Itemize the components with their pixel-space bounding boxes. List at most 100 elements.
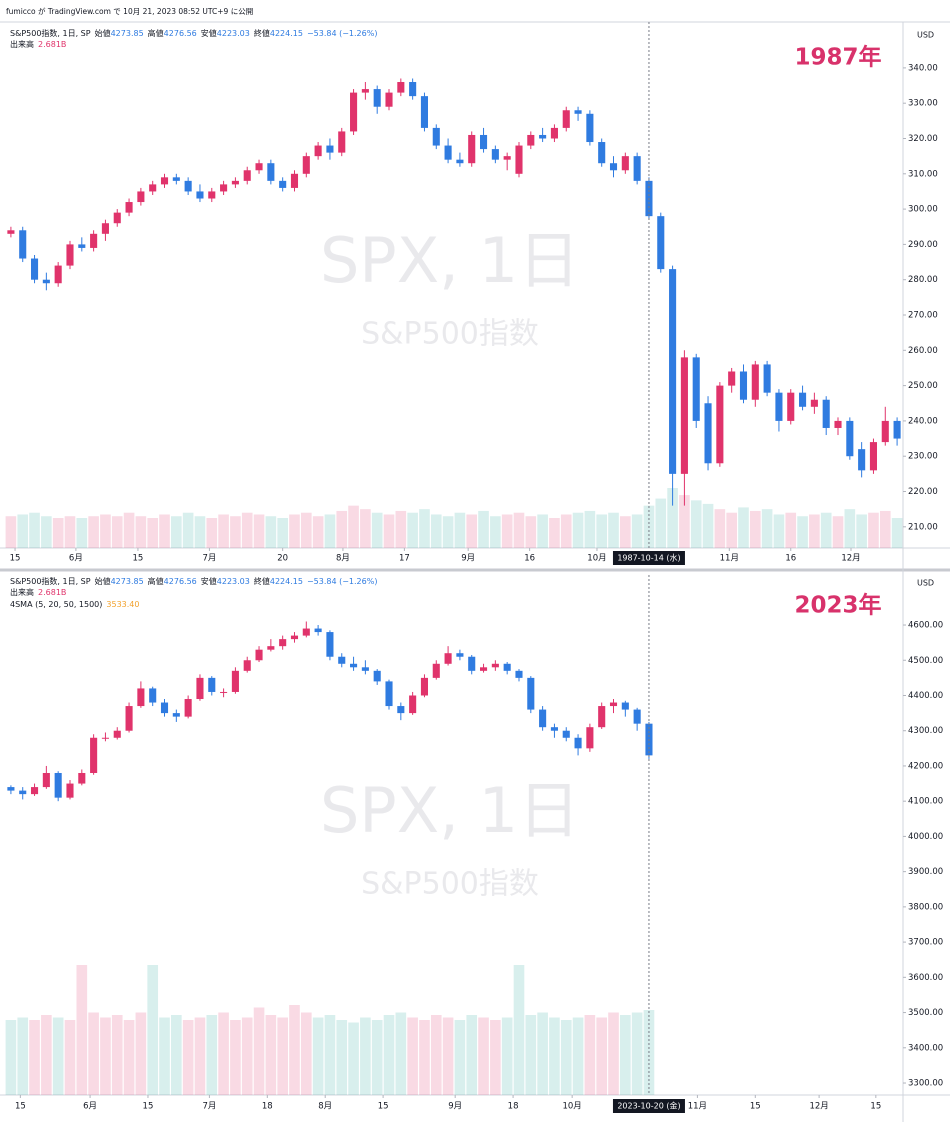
candle-body: [7, 230, 15, 234]
volume-bar: [135, 1012, 147, 1095]
candle-body: [350, 663, 358, 668]
legend-item: 出来高: [10, 587, 34, 597]
candle-body: [539, 134, 547, 139]
legend-item: 2.681B: [38, 40, 66, 49]
volume-bar: [29, 1020, 40, 1095]
candle-body: [409, 695, 417, 714]
volume-bar: [230, 516, 241, 548]
candle-body: [598, 142, 606, 164]
candle-body: [338, 131, 346, 153]
candle-body: [503, 663, 511, 671]
volume-bar: [360, 1017, 371, 1095]
candle-body: [893, 420, 901, 439]
volume-bar: [513, 512, 525, 548]
volume-bar: [608, 1012, 619, 1095]
legend-item: 4273.85: [111, 29, 144, 38]
y-tick-label: 3700.00: [908, 938, 943, 948]
volume-bar: [525, 516, 537, 548]
candle-body: [125, 202, 133, 213]
volume-bar: [5, 516, 17, 548]
volume-bar: [419, 509, 430, 548]
candle-body: [267, 646, 275, 650]
volume-bar: [312, 1017, 324, 1095]
volume-bar: [194, 516, 206, 548]
watermark-sub: S&P500指数: [361, 867, 539, 902]
y-tick-label: 300.00: [908, 205, 938, 215]
volume-bar: [17, 1017, 29, 1095]
legend: S&P500指数, 1日, SP 始値4273.85 高値4276.56 安値4223…: [10, 28, 377, 38]
legend-item: 4276.56: [164, 29, 197, 38]
candle-body: [420, 96, 429, 128]
y-tick-label: 4200.00: [908, 761, 943, 771]
volume-bar: [277, 518, 288, 548]
x-tick-label: 18: [262, 1102, 273, 1112]
watermark: SPX, 1日: [320, 774, 580, 847]
y-tick-label: 310.00: [908, 169, 938, 179]
volume-bar: [100, 1017, 111, 1095]
legend-item: 出来高: [10, 39, 34, 49]
volume-bar: [241, 512, 253, 548]
candle-body: [527, 134, 535, 146]
legend-item: 安値: [201, 28, 217, 38]
volume-bar: [206, 1015, 218, 1095]
x-tick-label: 7月: [202, 1102, 216, 1112]
volume-bar: [501, 514, 513, 548]
volume-bar: [218, 514, 229, 548]
candle-body: [196, 191, 204, 199]
candle-body: [869, 442, 878, 471]
candle-body: [255, 163, 263, 171]
volume-bar: [749, 510, 761, 548]
volume-bar: [348, 1022, 359, 1095]
volume-bar: [596, 1017, 608, 1095]
candle-body: [633, 709, 641, 724]
legend-item: 安値: [201, 576, 217, 586]
volume-bar: [265, 516, 277, 548]
volume-bar: [549, 1017, 560, 1095]
y-tick-label: 4100.00: [908, 797, 943, 807]
volume-bar: [76, 965, 88, 1095]
volume-bar: [430, 1015, 442, 1095]
volume-bar: [41, 516, 52, 548]
candle-body: [30, 258, 39, 280]
volume-bar: [230, 1020, 241, 1095]
volume-bar: [560, 514, 572, 548]
candle-body: [101, 737, 109, 739]
year-title: 2023年: [794, 592, 881, 619]
candle-body: [420, 677, 429, 696]
candle-body: [220, 691, 228, 693]
legend-item: 高値: [148, 576, 164, 586]
candle-body: [290, 173, 299, 188]
candle-body: [314, 145, 322, 157]
x-tick-label: 6月: [69, 554, 83, 564]
candle-body: [90, 737, 98, 773]
legend-indicator: 4SMA (5, 20, 50, 1500) 3533.40: [10, 600, 140, 609]
x-tick-label: 15: [15, 1102, 26, 1112]
candle-body: [7, 787, 15, 791]
currency: USD: [917, 31, 934, 40]
candle-body: [527, 677, 535, 710]
volume-bar: [690, 500, 702, 548]
candle-body: [78, 244, 86, 248]
volume-bar: [797, 516, 808, 548]
volume-bar: [289, 514, 300, 548]
volume-bar: [336, 510, 348, 548]
candle-body: [562, 730, 570, 738]
volume-bar: [832, 516, 844, 548]
y-tick-label: 3300.00: [908, 1079, 943, 1089]
candle-body: [373, 670, 381, 682]
volume-bar: [182, 1020, 194, 1095]
candle-body: [78, 772, 86, 784]
candle-body: [432, 127, 440, 146]
volume-bar: [171, 1015, 182, 1095]
legend-item: 終値: [254, 28, 270, 38]
candle-body: [326, 632, 334, 657]
candle-body: [539, 709, 547, 728]
volume-bar: [891, 518, 903, 548]
volume-bar: [111, 516, 123, 548]
candle-body: [775, 392, 783, 421]
x-tick-label: 9月: [448, 1102, 462, 1112]
volume-bar: [868, 512, 879, 548]
x-tick-label: 15: [133, 554, 144, 564]
candle-body: [160, 702, 169, 714]
candle-body: [160, 177, 169, 185]
